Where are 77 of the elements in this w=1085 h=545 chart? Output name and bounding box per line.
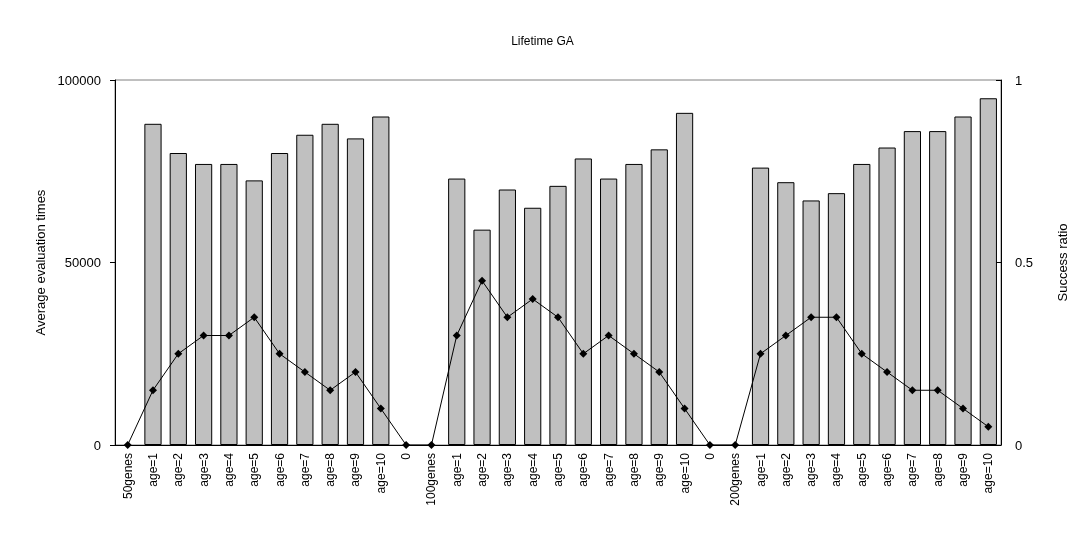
point [604, 331, 613, 340]
point [959, 404, 968, 413]
y-tick-label: 100000 [57, 72, 101, 88]
point [908, 386, 917, 395]
point [224, 331, 233, 340]
point [933, 386, 942, 395]
x-tick-label: age=6 [272, 452, 287, 487]
x-tick-label: age=8 [323, 452, 338, 487]
x-tick-label: age=5 [551, 452, 565, 487]
x-tick-label: age=2 [171, 452, 186, 487]
x-tick-label: age=7 [905, 452, 920, 487]
point [478, 276, 487, 285]
point [275, 349, 284, 358]
x-tick-label: age=3 [196, 452, 211, 487]
point [528, 295, 537, 303]
point [427, 441, 436, 449]
x-tick-label: age=5 [854, 452, 869, 487]
point [503, 313, 512, 322]
point [655, 368, 664, 376]
y-tick-label: 50000 [64, 255, 101, 270]
point [174, 349, 183, 358]
x-tick-label: age=1 [449, 452, 464, 487]
point [883, 368, 892, 376]
point [123, 441, 132, 449]
y2-axis-title: Success ratio [1055, 223, 1070, 302]
y-axis-title: Average evaluation times [32, 189, 48, 336]
x-tick-label: age=8 [626, 452, 641, 487]
x-tick-label: 50genes [120, 453, 135, 500]
x-tick-label: age=2 [475, 452, 490, 487]
x-tick-label: age=6 [576, 452, 591, 487]
x-tick-label: age=4 [221, 452, 236, 487]
point [629, 349, 638, 358]
point [452, 331, 461, 340]
x-tick-label: age=8 [930, 452, 945, 487]
point [680, 404, 689, 413]
x-tick-label: age=3 [804, 452, 819, 487]
point [579, 349, 588, 358]
point [984, 422, 993, 431]
chart-title: Lifetime GA [511, 34, 574, 48]
point [250, 313, 259, 322]
x-tick-label: age=7 [601, 452, 616, 487]
x-tick-label: age=9 [956, 452, 971, 487]
x-tick-label: 0 [702, 452, 717, 460]
x-tick-label: age=4 [525, 452, 540, 487]
point [807, 313, 816, 322]
point [148, 386, 157, 395]
x-tick-label: age=2 [778, 452, 793, 487]
point [326, 386, 335, 395]
x-tick-label: age=6 [880, 452, 895, 487]
x-tick-label: age=5 [247, 452, 262, 487]
point [756, 349, 765, 358]
point [731, 441, 740, 449]
x-tick-label: age=10 [981, 452, 996, 494]
point [402, 441, 411, 449]
x-tick-label: age=9 [348, 452, 363, 487]
x-tick-label: age=10 [373, 452, 388, 494]
y2-tick-label: 1 [1015, 72, 1023, 88]
x-tick-label: age=9 [652, 452, 667, 487]
point [781, 331, 790, 340]
point [199, 331, 208, 340]
x-tick-label: age=3 [500, 452, 515, 487]
point [705, 441, 714, 449]
y2-tick-label: 0.5 [1015, 255, 1034, 270]
x-tick-label: 100genes [424, 453, 439, 506]
point [376, 404, 385, 413]
x-tick-label: age=1 [753, 452, 768, 487]
point [554, 313, 562, 322]
point [832, 313, 841, 322]
point [300, 368, 309, 376]
x-tick-label: age=1 [145, 452, 160, 487]
point [857, 349, 866, 358]
point [351, 368, 360, 376]
x-tick-label: 200genes [728, 453, 743, 506]
x-tick-label: age=10 [677, 452, 692, 494]
x-tick-label: 0 [399, 452, 414, 460]
x-tick-label: age=4 [829, 452, 844, 487]
x-tick-label: age=7 [297, 452, 312, 487]
